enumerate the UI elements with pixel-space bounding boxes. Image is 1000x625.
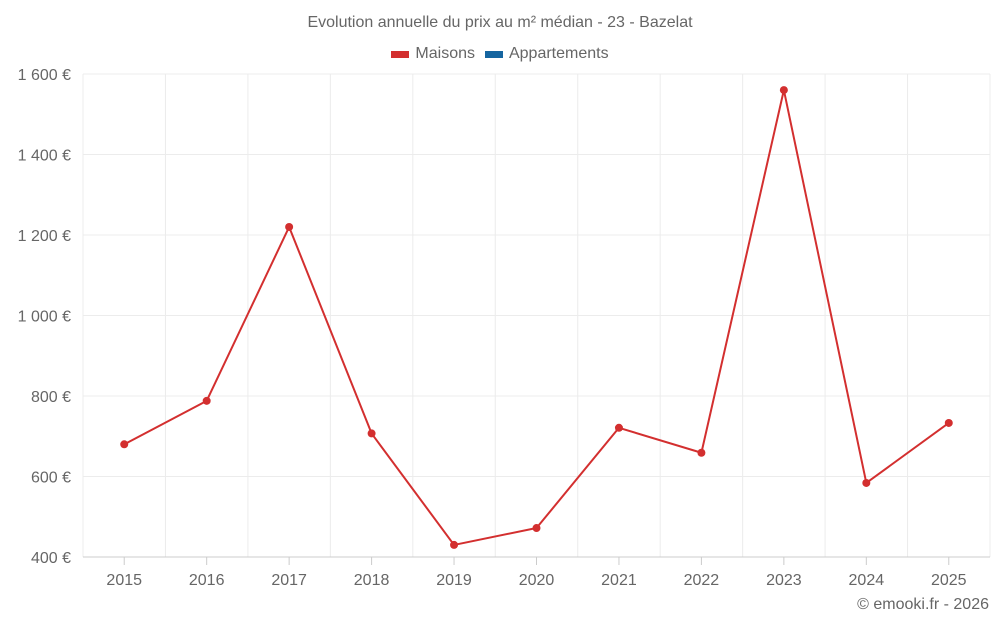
data-point-maisons[interactable] — [944, 418, 953, 427]
x-tick-label: 2023 — [766, 572, 802, 589]
y-tick-label: 1 200 € — [18, 228, 71, 245]
data-point-maisons[interactable] — [779, 86, 788, 95]
axes: 400 € 600 € 800 € 1 000 € 1 200 € 1 400 € 1 60… — [18, 67, 967, 589]
legend-swatch-appartements — [484, 50, 503, 58]
x-tick-label: 2016 — [189, 572, 225, 589]
data-point-maisons[interactable] — [285, 222, 294, 231]
chart-title: Evolution annuelle du prix au m² médian … — [307, 14, 693, 31]
x-tick-label: 2022 — [684, 572, 720, 589]
legend-label-appartements: Appartements — [508, 45, 609, 62]
data-point-maisons[interactable] — [697, 448, 706, 457]
legend-item-appartements[interactable]: Appartements — [484, 45, 609, 63]
x-tick-label: 2025 — [931, 572, 967, 589]
data-point-maisons[interactable] — [120, 440, 129, 449]
x-tick-label: 2024 — [849, 572, 885, 589]
grid — [82, 73, 991, 558]
x-tick-label: 2017 — [271, 572, 307, 589]
y-tick-label: 800 € — [31, 389, 71, 406]
data-point-maisons[interactable] — [450, 540, 459, 549]
y-tick-label: 1 600 € — [18, 67, 71, 84]
legend-swatch-maisons — [391, 50, 410, 58]
x-tick-label: 2020 — [519, 572, 555, 589]
legend-item-maisons[interactable]: Maisons — [391, 45, 475, 63]
legend-label-maisons: Maisons — [415, 45, 475, 62]
y-tick-label: 1 400 € — [18, 148, 71, 165]
x-tick-label: 2015 — [106, 572, 142, 589]
x-tick-label: 2021 — [601, 572, 637, 589]
credit-text: © emooki.fr - 2026 — [857, 596, 989, 613]
data-point-maisons[interactable] — [614, 423, 623, 432]
series-layer — [120, 86, 953, 549]
data-point-maisons[interactable] — [202, 396, 211, 405]
data-point-maisons[interactable] — [532, 524, 541, 533]
y-tick-label: 600 € — [31, 470, 71, 487]
y-tick-label: 1 000 € — [18, 309, 71, 326]
data-point-maisons[interactable] — [862, 478, 871, 487]
data-point-maisons[interactable] — [367, 429, 376, 438]
y-tick-label: 400 € — [31, 550, 71, 567]
x-tick-label: 2019 — [436, 572, 472, 589]
legend: Maisons Appartements — [0, 45, 1000, 63]
x-tick-label: 2018 — [354, 572, 390, 589]
